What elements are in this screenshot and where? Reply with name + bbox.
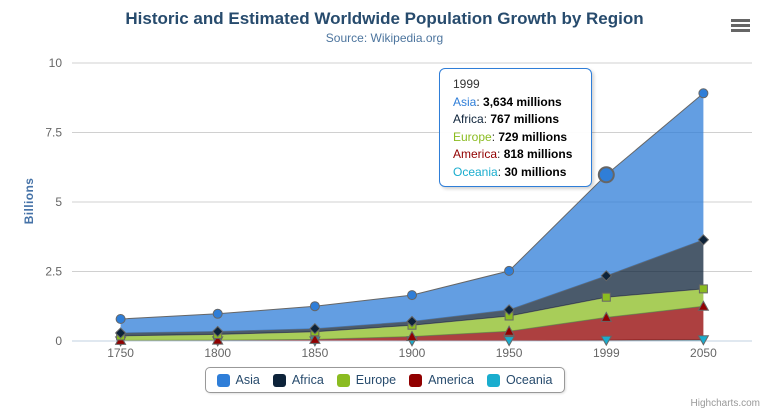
- credits-link[interactable]: Highcharts.com: [690, 398, 760, 409]
- x-axis-tick-label: 1850: [302, 346, 329, 360]
- marker-america-1950[interactable]: [503, 325, 515, 336]
- marker-africa-1900[interactable]: [406, 315, 418, 328]
- hamburger-icon: [731, 19, 750, 22]
- context-menu-button[interactable]: [731, 19, 750, 32]
- tooltip-series-name: America: [453, 147, 498, 161]
- hamburger-icon: [731, 29, 750, 32]
- marker-africa-1950[interactable]: [503, 304, 515, 316]
- tooltip-row: Africa: 767 millions: [453, 112, 560, 126]
- legend-swatch: [216, 373, 230, 387]
- tooltip-header: 1999: [453, 77, 480, 91]
- legend-swatch: [336, 373, 350, 387]
- legend-swatch: [486, 373, 500, 387]
- marker-asia-2050[interactable]: [698, 88, 709, 99]
- marker-asia-1900[interactable]: [407, 290, 417, 301]
- y-axis-tick-label: 7.5: [45, 126, 62, 140]
- marker-oceania-1950[interactable]: [503, 336, 515, 347]
- area-asia[interactable]: [120, 93, 704, 333]
- marker-oceania-1999[interactable]: [600, 335, 613, 347]
- y-axis-tick-label: 5: [55, 195, 62, 209]
- tooltip-series-value: 818 millions: [503, 147, 573, 161]
- legend-item-africa[interactable]: Africa: [272, 373, 324, 387]
- legend-label: America: [428, 373, 474, 387]
- marker-europe-2050[interactable]: [698, 284, 708, 294]
- tooltip: 1999 Asia: 3,634 millions Africa: 767 mil…: [439, 68, 592, 187]
- x-axis-tick-label: 2050: [690, 346, 717, 360]
- x-axis-tick-label: 1900: [399, 346, 426, 360]
- marker-asia-hover[interactable]: [597, 166, 615, 184]
- tooltip-series-name: Oceania: [453, 164, 498, 179]
- marker-america-1999[interactable]: [600, 311, 613, 322]
- chart-subtitle: Source: Wikipedia.org: [325, 31, 444, 45]
- legend-swatch: [409, 373, 423, 387]
- marker-asia-1750[interactable]: [115, 314, 126, 324]
- legend-label: Europe: [355, 373, 397, 387]
- marker-europe-1999[interactable]: [601, 292, 611, 302]
- tooltip-rows: Asia: 3,634 millions Africa: 767 millions…: [453, 94, 581, 182]
- tooltip-row: America: 818 millions: [453, 147, 573, 161]
- tooltip-series-value: 729 millions: [498, 129, 568, 144]
- legend-item-europe[interactable]: Europe: [336, 373, 397, 387]
- tooltip-series-value: 30 millions: [504, 164, 567, 179]
- tooltip-row: Oceania: 30 millions: [453, 164, 567, 179]
- tooltip-series-name: Europe: [453, 129, 492, 144]
- marker-africa-1999[interactable]: [600, 270, 613, 282]
- legend-item-asia[interactable]: Asia: [216, 373, 260, 387]
- legend-swatch: [272, 373, 286, 387]
- area-africa[interactable]: [120, 239, 704, 336]
- chart-title: Historic and Estimated Worldwide Populat…: [125, 9, 644, 28]
- marker-asia-1800[interactable]: [212, 308, 223, 319]
- x-axis-tick-label: 1999: [593, 346, 620, 360]
- marker-africa-2050[interactable]: [697, 234, 710, 246]
- marker-africa-1750[interactable]: [114, 327, 127, 339]
- y-axis-tick-label: 2.5: [45, 265, 62, 279]
- marker-america-1900[interactable]: [406, 330, 418, 341]
- tooltip-series-value: 767 millions: [490, 112, 560, 126]
- area-america[interactable]: [120, 306, 704, 341]
- legend-label: Asia: [235, 373, 260, 387]
- tooltip-row: Europe: 729 millions: [453, 129, 568, 144]
- x-axis-tick-label: 1800: [204, 346, 231, 360]
- x-axis-tick-label: 1950: [496, 346, 523, 360]
- marker-asia-1950[interactable]: [504, 265, 515, 276]
- legend-label: Africa: [291, 373, 324, 387]
- legend-item-america[interactable]: America: [409, 373, 474, 387]
- x-axis-tick-label: 1750: [107, 346, 134, 360]
- y-axis-tick-label: 10: [49, 56, 63, 70]
- marker-oceania-2050[interactable]: [697, 335, 710, 346]
- legend: Asia Africa Europe America Oceania: [204, 367, 565, 393]
- marker-america-1800[interactable]: [211, 334, 224, 345]
- hamburger-icon: [731, 24, 750, 27]
- y-axis-title: Billions: [22, 177, 36, 225]
- marker-africa-1850[interactable]: [309, 322, 321, 335]
- marker-africa-1800[interactable]: [211, 325, 224, 338]
- tooltip-series-name: Africa: [453, 112, 484, 126]
- legend-label: Oceania: [505, 373, 553, 387]
- tooltip-series-value: 3,634 millions: [483, 94, 562, 109]
- y-axis-tick-label: 0: [55, 334, 62, 348]
- tooltip-row: Asia: 3,634 millions: [453, 94, 562, 109]
- marker-asia-1850[interactable]: [309, 301, 320, 312]
- legend-item-oceania[interactable]: Oceania: [486, 373, 553, 387]
- marker-america-2050[interactable]: [697, 300, 710, 311]
- tooltip-series-name: Asia: [453, 94, 477, 109]
- marker-america-1850[interactable]: [309, 333, 321, 344]
